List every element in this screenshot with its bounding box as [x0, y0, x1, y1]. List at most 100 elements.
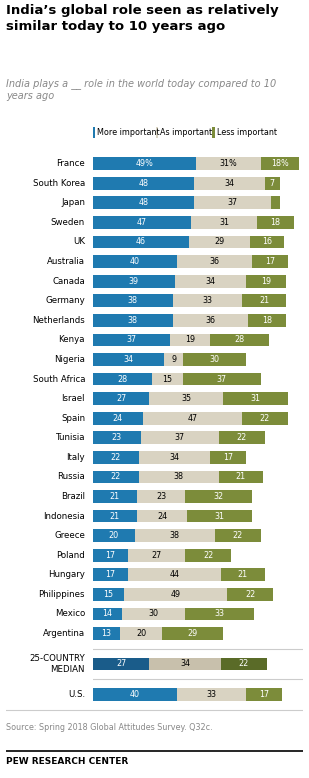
Text: 30: 30 [210, 355, 220, 364]
Bar [250, 236, 284, 248]
Bar [135, 529, 214, 542]
Bar [192, 216, 256, 229]
Bar [219, 432, 265, 444]
Bar [93, 529, 135, 542]
Bar [124, 588, 227, 601]
Text: 22: 22 [237, 433, 247, 442]
Bar [139, 451, 210, 464]
Text: 18%: 18% [271, 159, 289, 168]
Bar [265, 177, 280, 190]
Bar [93, 392, 150, 405]
Text: 16: 16 [262, 237, 272, 247]
Text: 47: 47 [137, 218, 147, 227]
Bar [214, 529, 261, 542]
Bar [246, 275, 286, 288]
Bar [93, 688, 177, 701]
Text: 20: 20 [136, 629, 146, 638]
Text: 19: 19 [261, 277, 271, 286]
Bar [172, 294, 242, 307]
Text: 37: 37 [227, 198, 238, 207]
Text: 33: 33 [202, 296, 212, 305]
Bar [122, 608, 185, 620]
Text: 33: 33 [215, 609, 225, 619]
Bar [93, 608, 122, 620]
Text: 28: 28 [117, 374, 127, 384]
Bar [93, 177, 193, 190]
Bar [93, 294, 172, 307]
Text: 22: 22 [239, 660, 249, 668]
Text: 21: 21 [110, 492, 120, 501]
Text: 21: 21 [238, 570, 248, 580]
Bar [93, 549, 129, 562]
Text: 36: 36 [205, 316, 215, 324]
Bar [221, 569, 265, 581]
Text: 48: 48 [138, 179, 148, 187]
Bar [93, 412, 143, 425]
Bar [246, 688, 282, 701]
Text: 27: 27 [116, 660, 126, 668]
Bar [172, 314, 248, 327]
Bar [129, 549, 185, 562]
Bar [196, 157, 261, 170]
Bar [189, 236, 250, 248]
Text: 15: 15 [104, 590, 113, 599]
Bar [210, 334, 269, 346]
Text: 17: 17 [265, 257, 275, 266]
Text: 20: 20 [109, 531, 119, 540]
Text: 19: 19 [185, 335, 196, 345]
Text: 49%: 49% [135, 159, 153, 168]
Bar [93, 627, 120, 640]
Text: 35: 35 [181, 394, 191, 403]
Text: 38: 38 [170, 531, 180, 540]
Text: 31: 31 [251, 394, 260, 403]
Bar [242, 294, 286, 307]
Text: 48: 48 [138, 198, 148, 207]
Bar [93, 353, 164, 366]
Text: 27: 27 [116, 394, 126, 403]
Bar [93, 216, 192, 229]
Text: 30: 30 [149, 609, 159, 619]
Bar [151, 373, 183, 385]
Bar [252, 255, 288, 268]
Text: 37: 37 [217, 374, 227, 384]
Text: 13: 13 [101, 629, 111, 638]
Text: 17: 17 [259, 690, 269, 699]
Bar [185, 549, 231, 562]
Bar [137, 490, 185, 503]
Bar [93, 510, 137, 523]
Text: 22: 22 [203, 551, 214, 559]
Bar [256, 216, 294, 229]
Text: PEW RESEARCH CENTER: PEW RESEARCH CENTER [6, 757, 129, 766]
Text: 38: 38 [174, 472, 184, 482]
Text: 38: 38 [128, 296, 138, 305]
Bar [137, 510, 187, 523]
Bar [93, 255, 177, 268]
Bar [227, 588, 273, 601]
Text: 34: 34 [205, 277, 215, 286]
Text: 39: 39 [129, 277, 139, 286]
Bar [261, 157, 298, 170]
Bar [271, 197, 280, 209]
Bar [93, 373, 151, 385]
Bar [93, 275, 175, 288]
Text: 17: 17 [223, 453, 233, 462]
Text: 46: 46 [136, 237, 146, 247]
Text: 47: 47 [188, 414, 197, 422]
Text: 23: 23 [156, 492, 166, 501]
Text: 37: 37 [126, 335, 137, 345]
Text: India plays a __ role in the world today compared to 10
years ago: India plays a __ role in the world today… [6, 78, 277, 101]
Text: 40: 40 [130, 690, 140, 699]
Bar [213, 127, 215, 138]
Bar [129, 569, 221, 581]
Text: 7: 7 [270, 179, 275, 187]
Bar [143, 412, 242, 425]
Text: 29: 29 [215, 237, 225, 247]
Text: 31%: 31% [219, 159, 237, 168]
Text: Source: Spring 2018 Global Attitudes Survey. Q32c.: Source: Spring 2018 Global Attitudes Sur… [6, 724, 213, 732]
Bar [150, 392, 223, 405]
Bar [150, 657, 221, 671]
Text: 44: 44 [170, 570, 180, 580]
Text: 29: 29 [187, 629, 198, 638]
Bar [93, 127, 95, 138]
Text: 37: 37 [175, 433, 185, 442]
